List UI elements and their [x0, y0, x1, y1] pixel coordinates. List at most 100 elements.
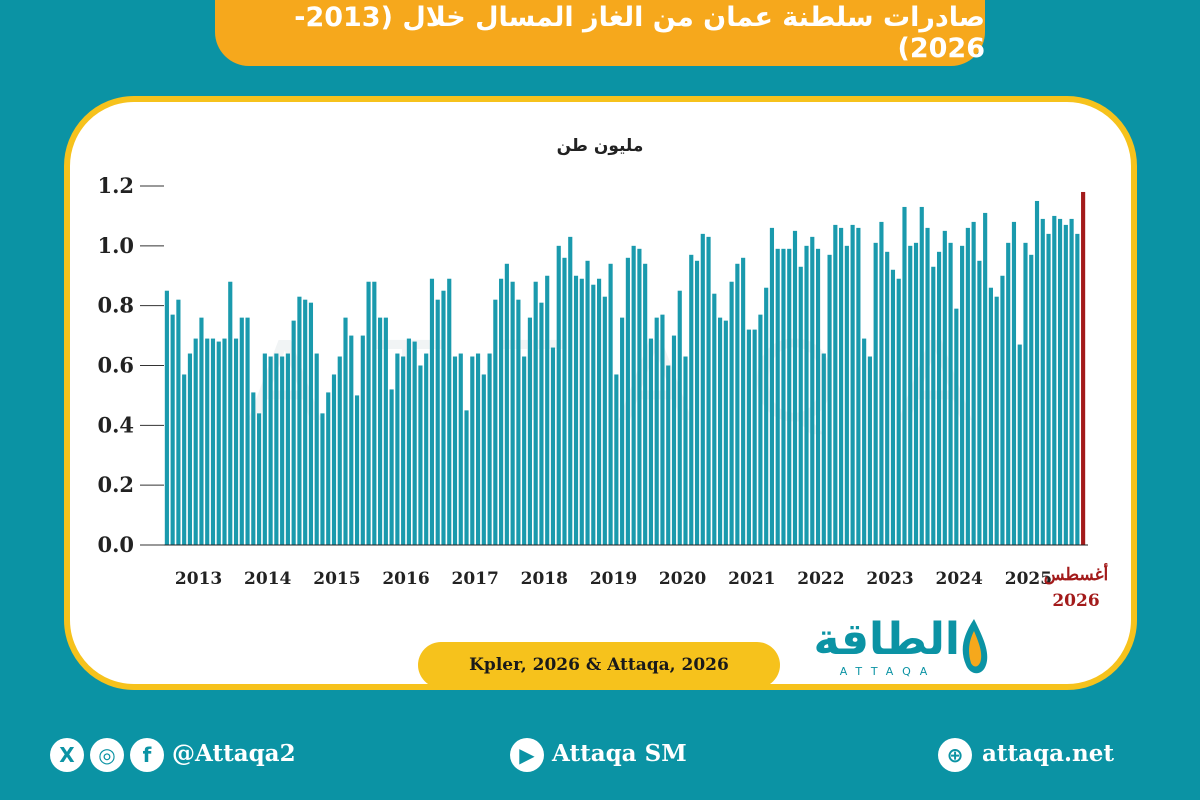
bar: [671, 335, 677, 545]
bar: [867, 356, 872, 545]
bar: [694, 260, 700, 545]
y-tick-label: 0.8: [97, 293, 134, 318]
bar: [222, 338, 227, 545]
website-link[interactable]: attaqa.net: [982, 740, 1115, 767]
bar: [965, 227, 970, 545]
bar: [936, 251, 942, 545]
instagram-icon[interactable]: ◎: [90, 738, 124, 772]
bar: [585, 260, 590, 545]
bar: [182, 374, 187, 546]
x-tick-label: 2025: [1005, 569, 1052, 589]
bar: [429, 278, 435, 545]
x-tick-label: 2018: [521, 569, 568, 589]
bar: [360, 335, 365, 545]
x-tick-label: 2024: [936, 569, 983, 589]
y-tick-label: 0.2: [97, 472, 134, 497]
flame-icon: [962, 619, 988, 674]
bar: [268, 356, 273, 545]
social-handle[interactable]: @Attaqa2: [172, 740, 296, 767]
bar: [983, 212, 988, 546]
bar: [700, 233, 705, 545]
bar: [412, 341, 417, 545]
bar: [873, 242, 878, 545]
bar: [1075, 233, 1080, 545]
bar: [620, 317, 625, 545]
bar: [239, 317, 244, 545]
chart-title: صادرات سلطنة عمان من الغاز المسال خلال (…: [294, 2, 985, 64]
bar: [487, 353, 492, 545]
bar: [862, 338, 867, 545]
bar: [343, 317, 348, 545]
bar-highlight: [1081, 191, 1086, 546]
bar: [712, 293, 717, 545]
bar: [475, 353, 481, 545]
globe-icon[interactable]: ⊕: [938, 738, 972, 772]
bar: [401, 356, 406, 545]
bar: [383, 317, 388, 545]
bar: [775, 248, 780, 545]
x-tick-label: 2015: [313, 569, 360, 589]
bar: [689, 254, 694, 545]
bar: [948, 242, 953, 545]
bar: [527, 317, 532, 545]
bar: [481, 374, 486, 546]
attaqa-logo: الطاقة ATTAQA: [810, 615, 990, 685]
bar: [885, 251, 890, 545]
youtube-channel[interactable]: Attaqa SM: [552, 740, 687, 767]
bar: [810, 236, 815, 546]
bar: [193, 338, 198, 545]
bar: [787, 248, 792, 545]
bar: [205, 338, 210, 545]
bar: [643, 263, 648, 545]
y-tick-label: 0.6: [97, 353, 134, 378]
bar: [516, 299, 521, 545]
bar: [804, 245, 809, 545]
bar: [349, 335, 354, 545]
facebook-icon[interactable]: f: [130, 738, 164, 772]
bar: [435, 299, 440, 545]
logo-latin: ATTAQA: [839, 665, 937, 678]
bar: [850, 224, 855, 545]
bar: [216, 341, 221, 545]
bar: [556, 245, 561, 545]
bar: [447, 278, 452, 545]
youtube-icon[interactable]: ▶: [510, 738, 544, 772]
bar: [856, 227, 861, 545]
bar: [735, 263, 740, 545]
x-tick-label: 2020: [659, 569, 706, 589]
bar: [257, 413, 262, 545]
x-tick-label: 2016: [382, 569, 429, 589]
bar: [545, 275, 550, 545]
bar: [631, 245, 636, 545]
bar: [913, 242, 919, 545]
x-tick-label: 2023: [866, 569, 913, 589]
bar: [418, 365, 423, 545]
highlight-year-label: 2026: [1052, 591, 1099, 611]
x-twitter-icon[interactable]: X: [50, 738, 84, 772]
bar: [280, 356, 285, 545]
bar: [378, 317, 383, 545]
x-tick-label: 2014: [244, 569, 291, 589]
source-note: Kpler, 2026 & Attaqa, 2026: [418, 642, 780, 688]
bar: [176, 299, 181, 545]
bar: [164, 290, 169, 545]
bar: [792, 230, 798, 545]
bar: [718, 317, 723, 545]
y-tick-label: 0.4: [97, 412, 134, 437]
bars: [164, 191, 1086, 546]
bar: [602, 296, 607, 545]
x-tick-label: 2021: [728, 569, 775, 589]
bar: [568, 236, 573, 546]
bar: [251, 392, 256, 545]
bar: [262, 353, 267, 545]
bar: [988, 287, 993, 545]
bar: [210, 338, 216, 545]
bar: [931, 266, 936, 545]
bar: [677, 290, 682, 545]
bar: [1040, 218, 1045, 545]
bar: [925, 227, 930, 545]
bar: [539, 302, 544, 545]
bar: [308, 302, 314, 545]
bar: [815, 248, 821, 545]
